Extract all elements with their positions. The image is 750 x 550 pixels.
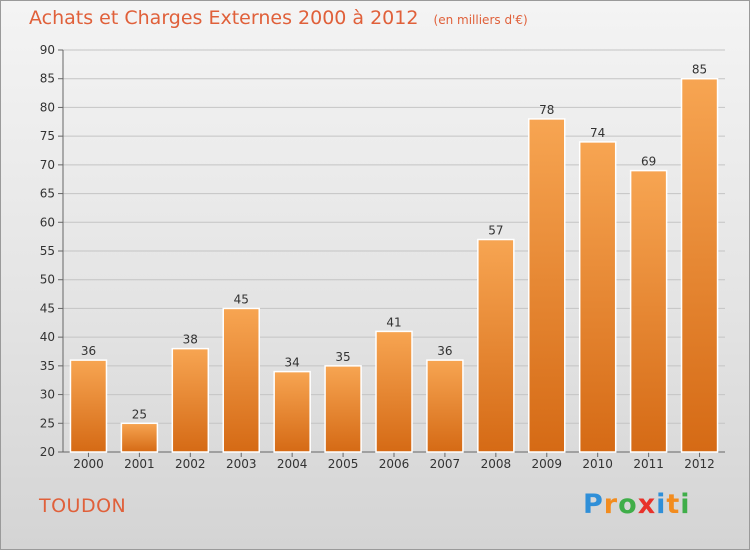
bar — [273, 370, 311, 453]
x-tick-label: 2009 — [531, 457, 562, 471]
y-tick-label: 85 — [40, 72, 55, 86]
bar — [528, 118, 566, 453]
bar — [680, 77, 719, 453]
y-tick-label: 75 — [40, 129, 55, 143]
logo-letter: t — [666, 489, 681, 520]
x-tick-label: 2011 — [633, 457, 664, 471]
x-tick-label: 2002 — [175, 457, 206, 471]
y-tick-label: 60 — [40, 215, 55, 229]
x-tick-label: 2012 — [684, 457, 715, 471]
data-label: 34 — [285, 356, 300, 370]
y-tick-label: 45 — [40, 301, 55, 315]
data-label: 36 — [437, 344, 452, 358]
data-label: 45 — [234, 292, 249, 306]
x-tick-label: 2005 — [328, 457, 359, 471]
x-tick-label: 2003 — [226, 457, 257, 471]
data-label: 38 — [183, 333, 198, 347]
y-tick-label: 20 — [40, 445, 55, 459]
data-labels: 36 25 38 45 34 35 41 36 57 78 74 69 85 — [81, 63, 707, 422]
bar — [578, 141, 617, 453]
y-tick-label: 40 — [40, 330, 55, 344]
bars — [69, 77, 719, 453]
logo-letter: x — [637, 489, 657, 520]
y-tick-label: 50 — [40, 273, 55, 287]
y-tick-label: 90 — [40, 43, 55, 57]
bar — [324, 365, 362, 453]
y-tick-labels: 20 25 30 35 40 45 50 55 60 65 70 75 80 85 90 — [40, 43, 55, 459]
data-label: 36 — [81, 344, 96, 358]
y-tick-label: 65 — [40, 187, 55, 201]
y-tick-label: 30 — [40, 388, 55, 402]
y-tick-label: 70 — [40, 158, 55, 172]
y-tick-label: 35 — [40, 359, 55, 373]
logo-letter: i — [656, 489, 667, 520]
x-tick-label: 2010 — [582, 457, 613, 471]
logo-letter: r — [603, 489, 619, 520]
bar — [222, 307, 260, 453]
bar — [120, 422, 159, 453]
bar — [375, 330, 413, 453]
x-tick-labels: 2000 2001 2002 2003 2004 2005 2006 2007 2008 2009… — [73, 457, 715, 471]
data-label: 78 — [539, 103, 554, 117]
y-tick-label: 55 — [40, 244, 55, 258]
bar — [477, 238, 515, 453]
x-tick-label: 2000 — [73, 457, 104, 471]
x-tick-label: 2006 — [379, 457, 410, 471]
data-label: 41 — [386, 315, 401, 329]
data-label: 35 — [335, 350, 350, 364]
bar — [426, 359, 464, 453]
y-tick-label: 25 — [40, 416, 55, 430]
logo-letter: o — [618, 489, 638, 520]
logo-letter: i — [680, 489, 691, 520]
x-tick-label: 2007 — [430, 457, 461, 471]
data-label: 85 — [692, 63, 707, 77]
data-label: 25 — [132, 407, 147, 421]
commune-name: TOUDON — [39, 495, 127, 517]
bar — [171, 347, 210, 453]
data-label: 57 — [488, 224, 503, 238]
chart-title: Achats et Charges Externes 2000 à 2012 — [29, 7, 419, 29]
chart-title-block: Achats et Charges Externes 2000 à 2012 (… — [29, 7, 528, 29]
proxiti-logo[interactable]: Proxiti — [583, 489, 691, 520]
x-tick-label: 2004 — [277, 457, 308, 471]
logo-letter: P — [583, 489, 604, 520]
x-tick-label: 2001 — [124, 457, 155, 471]
bar — [629, 169, 668, 453]
data-label: 69 — [641, 155, 656, 169]
data-label: 74 — [590, 126, 605, 140]
chart-subtitle: (en milliers d'€) — [433, 13, 528, 27]
x-tick-label: 2008 — [481, 457, 512, 471]
bar — [69, 359, 108, 453]
y-tick-label: 80 — [40, 100, 55, 114]
